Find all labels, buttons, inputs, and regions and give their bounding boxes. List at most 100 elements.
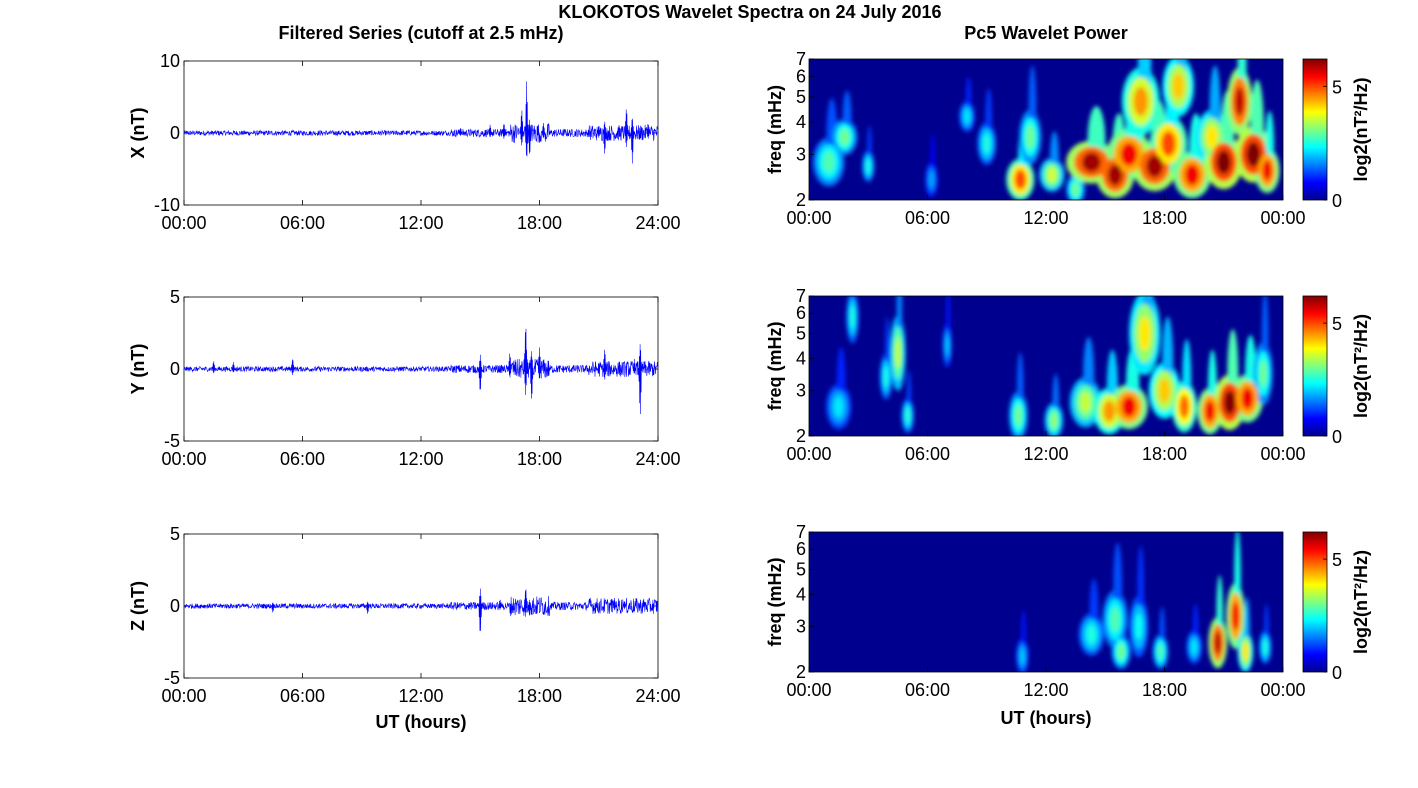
colorbar xyxy=(1302,531,1328,673)
x-tick-label: 00:00 xyxy=(786,680,831,700)
y-tick-label: 6 xyxy=(796,303,806,323)
power-blob xyxy=(822,151,835,174)
x-tick-label: 06:00 xyxy=(280,686,325,706)
x-tick-label: 12:00 xyxy=(398,449,443,469)
power-blob xyxy=(1179,395,1189,419)
power-blob xyxy=(1234,86,1245,117)
x-tick-label: 12:00 xyxy=(1023,680,1068,700)
power-blob xyxy=(1157,643,1164,660)
power-blob xyxy=(1241,387,1254,410)
power-blob xyxy=(1079,391,1092,414)
x-tick-label: 00:00 xyxy=(161,686,206,706)
y-tick-label: 6 xyxy=(796,539,806,559)
y-axis-label: freq (mHz) xyxy=(765,85,785,174)
y-tick-label: 10 xyxy=(160,51,180,71)
power-blob xyxy=(865,158,871,175)
y-tick-label: -5 xyxy=(164,668,180,688)
y-tick-label: 5 xyxy=(796,87,806,107)
power-blob xyxy=(1216,150,1231,175)
x-tick-label: 00:00 xyxy=(786,444,831,464)
y-tick-label: 5 xyxy=(170,287,180,307)
power-blob xyxy=(1050,411,1058,429)
x-tick-label: 24:00 xyxy=(635,686,680,706)
y-axis-label: freq (mHz) xyxy=(765,321,785,410)
power-blob xyxy=(1120,142,1138,166)
x-tick-label: 12:00 xyxy=(1023,444,1068,464)
colorbar-tick-label: 5 xyxy=(1332,550,1342,570)
y-tick-label: -10 xyxy=(154,195,180,215)
x-tick-label: 00:00 xyxy=(786,208,831,228)
y-tick-label: 5 xyxy=(796,324,806,344)
x-tick-label: 18:00 xyxy=(517,213,562,233)
power-blob xyxy=(1133,86,1148,117)
x-tick-label: 00:00 xyxy=(1260,208,1305,228)
x-tick-label: 18:00 xyxy=(517,686,562,706)
power-blob xyxy=(1138,316,1151,352)
y-tick-label: 3 xyxy=(796,381,806,401)
x-tick-label: 06:00 xyxy=(905,680,950,700)
power-blob xyxy=(1081,152,1101,173)
power-blob xyxy=(1185,164,1200,186)
y-tick-label: 4 xyxy=(796,112,806,132)
y-tick-label: 5 xyxy=(796,560,806,580)
series-trace xyxy=(183,588,659,631)
power-blob xyxy=(1262,160,1272,181)
left-x-axis-label: UT (hours) xyxy=(376,712,467,732)
y-tick-label: 6 xyxy=(796,66,806,86)
y-tick-label: 0 xyxy=(170,359,180,379)
x-tick-label: 12:00 xyxy=(398,213,443,233)
x-tick-label: 12:00 xyxy=(1023,208,1068,228)
y-tick-label: 0 xyxy=(170,596,180,616)
x-tick-label: 18:00 xyxy=(1142,444,1187,464)
x-tick-label: 24:00 xyxy=(635,213,680,233)
colorbar-label: log2(nT²/Hz) xyxy=(1351,314,1371,418)
power-blob xyxy=(945,335,950,356)
power-blob xyxy=(1205,400,1215,422)
x-tick-label: 00:00 xyxy=(161,449,206,469)
power-blob xyxy=(1246,141,1261,167)
power-blob xyxy=(1108,164,1123,186)
power-blob xyxy=(833,396,844,418)
power-blob xyxy=(1161,131,1176,157)
y-tick-label: 3 xyxy=(796,144,806,164)
power-blob xyxy=(850,305,855,329)
power-blob xyxy=(1014,169,1026,190)
series-panel-y: 5 0 -500:00 06:00 12:00 18:00 24:00 Y (nT) xyxy=(128,287,681,469)
power-blob xyxy=(1191,638,1198,656)
power-blob xyxy=(1259,359,1267,388)
series-panel-z: 5 0 -500:00 06:00 12:00 18:00 24:00 Z (nT) xyxy=(128,524,681,706)
x-tick-label: 00:00 xyxy=(161,213,206,233)
x-tick-label: 18:00 xyxy=(517,449,562,469)
right-column-title: Pc5 Wavelet Power xyxy=(964,23,1127,43)
power-blob xyxy=(1072,181,1080,197)
x-tick-label: 18:00 xyxy=(1142,208,1187,228)
x-tick-label: 12:00 xyxy=(398,686,443,706)
x-tick-label: 06:00 xyxy=(280,449,325,469)
y-tick-label: 0 xyxy=(170,123,180,143)
colorbar-label: log2(nT²/Hz) xyxy=(1351,78,1371,182)
power-blob xyxy=(929,171,934,188)
power-blob xyxy=(983,133,991,154)
y-axis-label: X (nT) xyxy=(128,108,148,159)
right-x-axis-label: UT (hours) xyxy=(1001,708,1092,728)
power-blob xyxy=(1172,72,1185,100)
series-trace xyxy=(183,328,659,415)
power-blob xyxy=(894,337,901,370)
power-blob xyxy=(1242,641,1249,662)
y-tick-label: 7 xyxy=(796,49,806,69)
x-tick-label: 06:00 xyxy=(280,213,325,233)
x-tick-label: 06:00 xyxy=(905,208,950,228)
y-tick-label: 5 xyxy=(170,524,180,544)
y-axis-label: Z (nT) xyxy=(128,581,148,631)
spectrum-blobs xyxy=(825,296,1273,436)
colorbar xyxy=(1302,58,1328,201)
colorbar-tick-label: 0 xyxy=(1332,191,1342,211)
spectrum-blobs xyxy=(812,59,1280,200)
colorbar-tick-label: 0 xyxy=(1332,427,1342,447)
y-tick-label: 4 xyxy=(796,349,806,369)
power-blob xyxy=(1086,624,1097,645)
